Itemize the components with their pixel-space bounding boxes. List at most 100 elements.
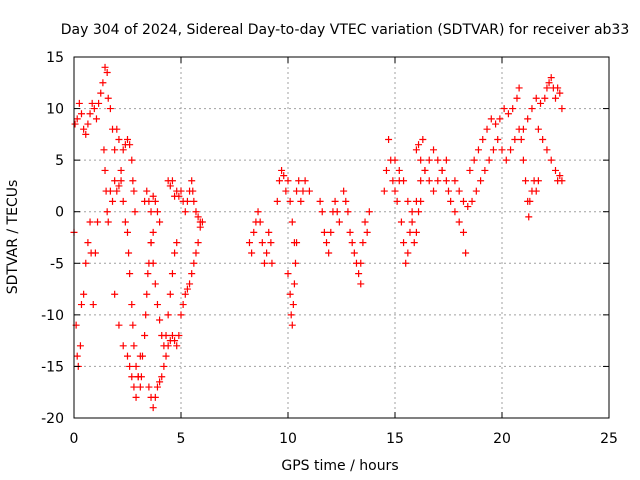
- data-point: [144, 270, 152, 278]
- data-point: [111, 177, 119, 185]
- data-point: [558, 177, 566, 185]
- data-point: [442, 156, 450, 164]
- data-point: [509, 105, 517, 113]
- data-point: [301, 177, 309, 185]
- x-tick-label: 15: [386, 431, 404, 447]
- data-point: [408, 208, 416, 216]
- data-point: [288, 218, 296, 226]
- data-point: [286, 290, 294, 298]
- data-point: [502, 156, 510, 164]
- data-point: [73, 352, 81, 360]
- data-point: [95, 99, 103, 107]
- data-point: [131, 208, 139, 216]
- data-point: [267, 239, 275, 247]
- axis-ticks: 0 5 10 15 20 25 15 10 5 0 -5 -10 -15 -20: [41, 50, 618, 447]
- data-point: [162, 352, 170, 360]
- data-point: [280, 172, 288, 180]
- data-point: [492, 120, 500, 128]
- data-point: [151, 393, 159, 401]
- data-point: [164, 311, 172, 319]
- data-point: [430, 146, 438, 154]
- data-point: [103, 208, 111, 216]
- data-point: [526, 197, 534, 205]
- data-point: [404, 249, 412, 257]
- data-point: [126, 141, 134, 149]
- data-point: [406, 228, 414, 236]
- data-point: [126, 270, 134, 278]
- data-point: [124, 136, 131, 144]
- data-point: [408, 218, 416, 226]
- data-point: [113, 187, 121, 195]
- plot-frame: [73, 56, 610, 419]
- data-point: [466, 166, 474, 174]
- data-point: [335, 218, 343, 226]
- data-point: [400, 239, 408, 247]
- data-point: [194, 239, 202, 247]
- data-point: [287, 311, 295, 319]
- data-point: [130, 383, 138, 391]
- data-point: [173, 342, 181, 350]
- data-point: [547, 156, 555, 164]
- data-point: [147, 239, 155, 247]
- data-point: [80, 290, 88, 298]
- data-point: [111, 146, 119, 154]
- data-point: [402, 259, 410, 267]
- x-axis-label: GPS time / hours: [281, 458, 398, 474]
- data-point: [459, 228, 467, 236]
- data-point: [258, 239, 266, 247]
- data-point: [425, 177, 433, 185]
- data-point: [295, 177, 303, 185]
- data-point: [556, 172, 564, 180]
- data-point: [117, 177, 125, 185]
- data-point: [111, 290, 119, 298]
- data-point: [147, 208, 155, 216]
- data-point: [86, 110, 94, 118]
- data-point: [517, 136, 525, 144]
- data-point: [331, 197, 339, 205]
- data-point: [160, 342, 168, 350]
- data-point: [445, 187, 452, 195]
- data-point: [151, 197, 159, 205]
- data-point: [84, 120, 92, 128]
- data-point: [554, 84, 562, 92]
- data-point: [132, 362, 140, 370]
- data-point: [151, 280, 159, 288]
- data-point: [543, 146, 551, 154]
- data-point: [196, 218, 204, 226]
- data-point: [177, 311, 185, 319]
- data-point: [130, 187, 138, 195]
- data-point: [288, 321, 296, 329]
- data-point: [181, 208, 189, 216]
- data-point: [171, 337, 179, 345]
- data-point: [455, 218, 463, 226]
- data-point: [421, 166, 429, 174]
- data-point: [275, 177, 283, 185]
- data-point: [134, 373, 142, 381]
- data-point: [284, 177, 292, 185]
- data-point: [316, 197, 324, 205]
- data-point: [293, 187, 301, 195]
- data-point: [391, 156, 399, 164]
- data-point: [256, 218, 264, 226]
- data-point: [73, 115, 81, 123]
- y-tick-label: 15: [46, 50, 64, 66]
- data-point: [181, 290, 189, 298]
- data-point: [254, 208, 262, 216]
- data-point: [99, 79, 107, 87]
- data-points: [70, 63, 566, 412]
- data-point: [106, 187, 114, 195]
- data-point: [158, 373, 166, 381]
- data-point: [171, 249, 179, 257]
- data-point: [124, 228, 131, 236]
- data-point: [115, 182, 123, 190]
- data-point: [76, 342, 84, 350]
- data-point: [156, 316, 164, 324]
- data-point: [451, 177, 459, 185]
- data-point: [109, 197, 117, 205]
- data-point: [481, 166, 489, 174]
- data-point: [245, 239, 253, 247]
- data-point: [462, 249, 470, 257]
- data-point: [346, 228, 354, 236]
- data-point: [534, 177, 542, 185]
- data-point: [183, 285, 191, 293]
